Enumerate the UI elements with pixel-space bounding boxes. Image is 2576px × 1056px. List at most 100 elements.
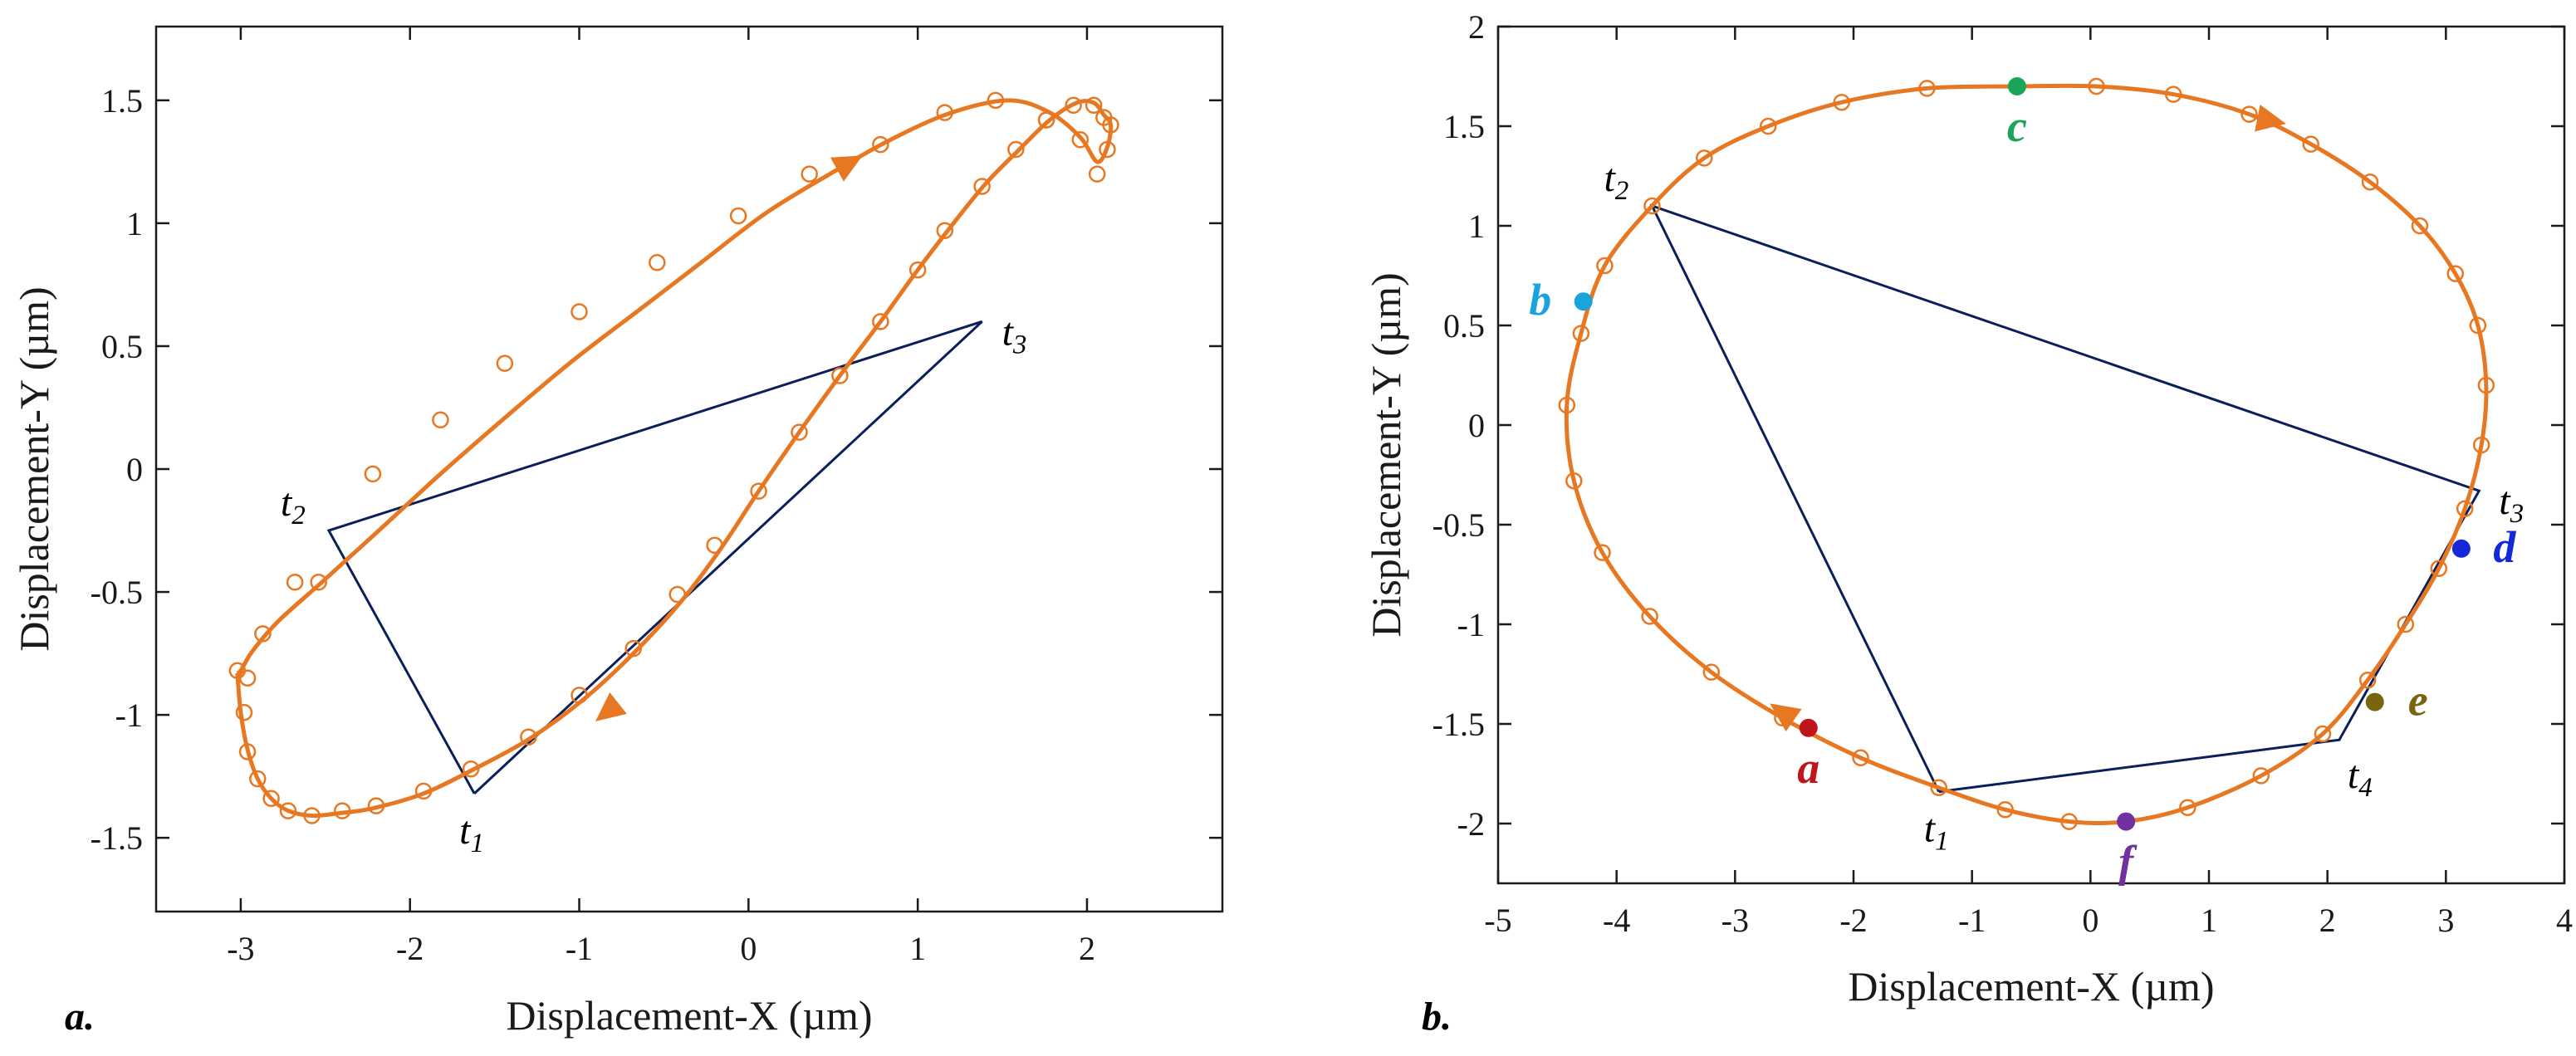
sample-marker xyxy=(1037,111,1055,129)
sample-marker xyxy=(1695,149,1713,167)
sample-marker xyxy=(936,222,954,240)
highlight-point-e xyxy=(2365,692,2384,711)
time-point-label: t2 xyxy=(1604,156,1628,206)
sample-marker xyxy=(1852,749,1869,767)
sample-marker xyxy=(2088,77,2105,95)
sample-marker xyxy=(2060,813,2078,830)
panel-label: b. xyxy=(1422,995,1452,1039)
sample-marker xyxy=(750,482,767,500)
highlight-point-label: a xyxy=(1797,743,1819,793)
sample-marker xyxy=(333,802,351,819)
sample-marker xyxy=(238,743,257,760)
direction-arrow xyxy=(830,155,863,182)
highlight-point-a xyxy=(1799,718,1818,737)
sample-marker xyxy=(2241,105,2258,123)
sample-marker xyxy=(1565,472,1583,490)
highlight-point-label: f xyxy=(2118,837,2138,887)
y-tick-label: 0.5 xyxy=(101,328,143,365)
sample-marker xyxy=(2430,560,2448,578)
y-tick-label: -1.5 xyxy=(1432,706,1485,743)
x-tick-label: -2 xyxy=(1839,902,1867,939)
sample-marker xyxy=(235,703,253,721)
x-tick-label: 3 xyxy=(2437,902,2454,939)
sample-marker xyxy=(908,261,927,279)
x-tick-label: 1 xyxy=(909,930,926,967)
time-point-label: t1 xyxy=(1924,807,1949,857)
sample-marker xyxy=(2446,265,2464,282)
y-tick-label: 1 xyxy=(1468,208,1485,245)
highlight-point-d xyxy=(2451,539,2471,558)
sample-marker xyxy=(729,207,747,225)
sample-marker xyxy=(1071,130,1090,149)
y-tick-label: 1.5 xyxy=(1443,108,1485,145)
sample-marker xyxy=(1930,779,1947,797)
sample-marker xyxy=(2252,767,2270,785)
sample-marker xyxy=(1641,608,1658,625)
time-polygon xyxy=(1649,203,2481,794)
direction-arrow xyxy=(2255,105,2286,132)
sample-marker xyxy=(262,790,280,808)
sample-marker xyxy=(2469,316,2487,335)
sample-marker xyxy=(872,135,889,154)
sample-marker xyxy=(571,303,588,320)
highlight-point-b xyxy=(1574,292,1593,311)
sample-marker xyxy=(1760,117,1777,135)
sample-marker xyxy=(2397,615,2415,633)
sample-marker xyxy=(791,423,808,441)
sample-marker xyxy=(1702,663,1721,681)
x-tick-label: -1 xyxy=(1958,902,1986,939)
sample-marker xyxy=(432,411,449,429)
sample-marker xyxy=(1833,93,1850,111)
sample-marker xyxy=(1596,257,1614,275)
y-tick-label: 1.5 xyxy=(101,82,143,120)
sample-marker xyxy=(520,728,537,746)
axes-box xyxy=(154,25,1224,913)
sample-marker xyxy=(2456,500,2474,518)
y-tick-label: 0 xyxy=(1468,407,1485,444)
sample-marker xyxy=(2314,725,2332,743)
axes-box xyxy=(1496,25,2566,885)
sample-marker xyxy=(364,465,382,483)
highlight-point-f xyxy=(2117,812,2136,831)
y-axis-title: Displacement-Y (µm) xyxy=(11,286,57,651)
sample-marker xyxy=(279,802,297,819)
sample-marker xyxy=(249,770,267,788)
sample-marker xyxy=(571,687,588,704)
time-polygon xyxy=(326,320,983,794)
sample-marker xyxy=(649,254,666,271)
x-tick-label: -3 xyxy=(1721,902,1749,939)
y-tick-label: 0 xyxy=(126,451,143,488)
y-tick-label: 0.5 xyxy=(1443,307,1485,345)
x-tick-label: -3 xyxy=(227,930,254,967)
sample-marker xyxy=(624,639,642,658)
time-point-label: t3 xyxy=(1002,310,1027,359)
sample-marker xyxy=(310,573,327,591)
sample-marker xyxy=(1065,96,1082,115)
sample-marker xyxy=(414,782,433,800)
highlight-point-label: c xyxy=(2007,101,2027,151)
sample-marker xyxy=(1918,80,1936,97)
time-point-label: t1 xyxy=(459,809,484,858)
sample-marker xyxy=(1099,140,1116,159)
x-tick-label: -2 xyxy=(396,930,424,967)
sample-marker xyxy=(801,165,818,183)
sample-marker xyxy=(367,797,385,814)
sample-marker xyxy=(1594,544,1611,561)
sample-marker xyxy=(238,669,257,687)
sample-marker xyxy=(2472,436,2490,454)
x-tick-label: 0 xyxy=(2082,902,2099,939)
sample-marker xyxy=(1007,140,1025,159)
time-point-label: t4 xyxy=(2348,753,2373,803)
y-axis-title: Displacement-Y (µm) xyxy=(1363,272,1409,637)
sample-marker xyxy=(1102,116,1119,134)
sample-marker xyxy=(936,104,954,121)
y-tick-label: -0.5 xyxy=(1432,506,1485,544)
x-axis-title: Displacement-X (µm) xyxy=(1848,963,2214,1010)
y-tick-label: -0.5 xyxy=(91,574,143,611)
sample-marker xyxy=(303,807,321,824)
highlight-point-c xyxy=(2007,77,2026,95)
x-tick-label: 1 xyxy=(2201,902,2217,939)
x-tick-label: 0 xyxy=(740,930,757,967)
sample-marker xyxy=(2302,135,2319,153)
